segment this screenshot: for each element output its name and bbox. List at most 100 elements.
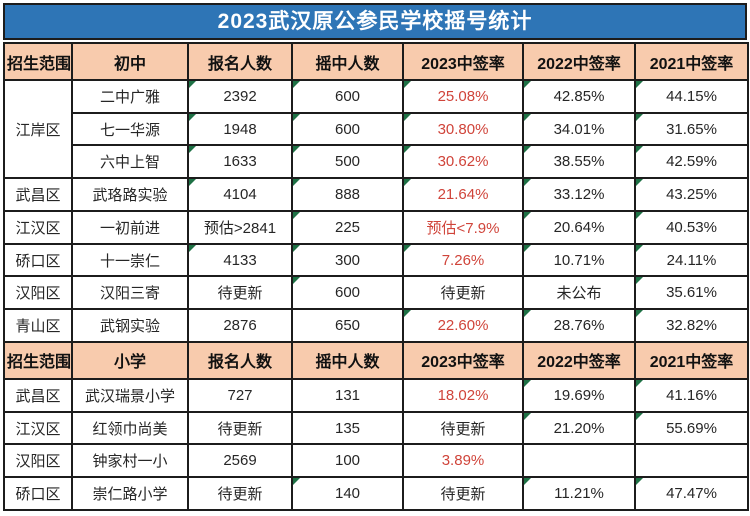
stats-table: 招生范围 初中 报名人数 摇中人数 2023中签率 2022中签率 2021中签率 江岸区 二中… bbox=[3, 41, 749, 511]
header-row: 招生范围 初中 报名人数 摇中人数 2023中签率 2022中签率 2021中签率 bbox=[3, 41, 749, 82]
cell-text: 888 bbox=[334, 186, 361, 204]
value-cell: 预估<7.9% bbox=[402, 209, 524, 245]
excel-corner-flag-icon bbox=[525, 311, 531, 318]
value-cell: 25.08% bbox=[402, 79, 524, 114]
value-cell: 18.02% bbox=[402, 377, 524, 413]
excel-corner-flag-icon bbox=[294, 180, 300, 187]
cell-text: 2392 bbox=[223, 87, 257, 105]
cell-text: 3.89% bbox=[441, 452, 485, 470]
table-body: 招生范围 初中 报名人数 摇中人数 2023中签率 2022中签率 2021中签率 江岸区 二中… bbox=[3, 41, 749, 511]
excel-corner-flag-icon bbox=[525, 114, 531, 121]
value-cell: 21.64% bbox=[402, 177, 524, 212]
value-cell: 33.12% bbox=[522, 177, 636, 212]
value-cell: 42.85% bbox=[522, 79, 636, 114]
column-header: 2023中签率 bbox=[402, 340, 524, 380]
column-header: 2022中签率 bbox=[522, 340, 636, 380]
excel-corner-flag-icon bbox=[525, 147, 531, 154]
excel-corner-flag-icon bbox=[637, 212, 643, 219]
cell-text: 600 bbox=[334, 284, 361, 302]
column-header: 小学 bbox=[71, 340, 189, 380]
value-cell: 待更新 bbox=[187, 476, 293, 511]
value-cell: 135 bbox=[291, 410, 404, 446]
school-cell: 武钢实验 bbox=[71, 308, 189, 343]
column-header: 2023中签率 bbox=[402, 41, 524, 82]
value-cell: 100 bbox=[291, 443, 404, 479]
excel-corner-flag-icon bbox=[190, 147, 196, 154]
column-header: 招生范围 bbox=[3, 41, 73, 82]
value-cell: 1633 bbox=[187, 144, 293, 180]
excel-corner-flag-icon bbox=[190, 245, 196, 252]
column-header: 2021中签率 bbox=[634, 41, 749, 82]
value-cell: 131 bbox=[291, 377, 404, 413]
excel-corner-flag-icon bbox=[637, 245, 643, 252]
cell-text: 待更新 bbox=[217, 486, 263, 504]
cell-text: 47.47% bbox=[666, 485, 717, 503]
cell-text: 31.65% bbox=[666, 120, 717, 138]
school-cell: 红领巾尚美 bbox=[71, 410, 189, 446]
cell-text: 4133 bbox=[223, 251, 257, 269]
cell-text: 22.60% bbox=[437, 317, 489, 335]
school-cell: 七一华源 bbox=[71, 111, 189, 147]
table-row: 江岸区 二中广雅 2392 600 25.08% 42.85% 44.15% bbox=[3, 79, 749, 180]
cell-text: 35.61% bbox=[666, 284, 717, 302]
excel-corner-flag-icon bbox=[637, 413, 643, 420]
column-header: 2021中签率 bbox=[634, 340, 749, 380]
school-cell: 二中广雅 bbox=[71, 79, 189, 114]
cell-text: 727 bbox=[227, 386, 253, 404]
school-cell: 十一崇仁 bbox=[71, 242, 189, 278]
cell-text: 38.55% bbox=[553, 153, 605, 171]
value-cell: 47.47% bbox=[634, 476, 749, 511]
region-cell: 青山区 bbox=[3, 308, 73, 343]
school-cell: 崇仁路小学 bbox=[71, 476, 189, 511]
cell-text: 225 bbox=[334, 218, 361, 236]
cell-text: 33.12% bbox=[553, 186, 605, 204]
value-cell: 40.53% bbox=[634, 209, 749, 245]
cell-text: 21.64% bbox=[437, 186, 489, 204]
school-cell: 武珞路实验 bbox=[71, 177, 189, 212]
cell-text: 131 bbox=[334, 386, 361, 404]
table-row: 汉阳区 钟家村一小 2569 100 3.89% bbox=[3, 443, 749, 479]
school-cell: 钟家村一小 bbox=[71, 443, 189, 479]
cell-text: 18.02% bbox=[437, 386, 489, 404]
value-cell: 30.62% bbox=[402, 144, 524, 180]
excel-corner-flag-icon bbox=[525, 180, 531, 187]
value-cell: 300 bbox=[291, 242, 404, 278]
excel-corner-flag-icon bbox=[405, 114, 411, 121]
cell-text: 28.76% bbox=[553, 317, 605, 335]
cell-text: 11.21% bbox=[554, 485, 604, 503]
excel-corner-flag-icon bbox=[405, 147, 411, 154]
value-cell: 1948 bbox=[187, 111, 293, 147]
cell-text: 41.16% bbox=[666, 386, 717, 404]
cell-text: 10.71% bbox=[553, 251, 605, 269]
excel-corner-flag-icon bbox=[637, 81, 643, 89]
value-cell: 4104 bbox=[187, 177, 293, 212]
value-cell: 待更新 bbox=[402, 476, 524, 511]
value-cell: 41.16% bbox=[634, 377, 749, 413]
value-cell: 24.11% bbox=[634, 242, 749, 278]
cell-text: 待更新 bbox=[440, 285, 486, 303]
excel-corner-flag-icon bbox=[525, 245, 531, 252]
value-cell: 20.64% bbox=[522, 209, 636, 245]
header-row: 招生范围 小学 报名人数 摇中人数 2023中签率 2022中签率 2021中签率 bbox=[3, 340, 749, 380]
cell-text: 650 bbox=[334, 317, 361, 335]
value-cell: 600 bbox=[291, 79, 404, 114]
value-cell: 650 bbox=[291, 308, 404, 343]
excel-corner-flag-icon bbox=[525, 413, 531, 420]
excel-corner-flag-icon bbox=[637, 278, 643, 285]
table-row: 武昌区 武汉瑞景小学 727 131 18.02% 19.69% 41.16% bbox=[3, 377, 749, 413]
excel-corner-flag-icon bbox=[525, 212, 531, 219]
cell-text: 32.82% bbox=[666, 317, 717, 335]
excel-corner-flag-icon bbox=[405, 81, 411, 89]
column-header: 招生范围 bbox=[3, 340, 73, 380]
cell-text: 待更新 bbox=[440, 420, 486, 438]
cell-text: 42.59% bbox=[666, 153, 717, 171]
excel-corner-flag-icon bbox=[294, 245, 300, 252]
cell-text: 140 bbox=[334, 485, 361, 503]
excel-corner-flag-icon bbox=[294, 479, 300, 486]
school-cell: 一初前进 bbox=[71, 209, 189, 245]
excel-corner-flag-icon bbox=[637, 180, 643, 187]
cell-text: 20.64% bbox=[553, 218, 605, 236]
cell-text: 30.80% bbox=[437, 120, 489, 138]
cell-text: 7.26% bbox=[441, 251, 485, 269]
